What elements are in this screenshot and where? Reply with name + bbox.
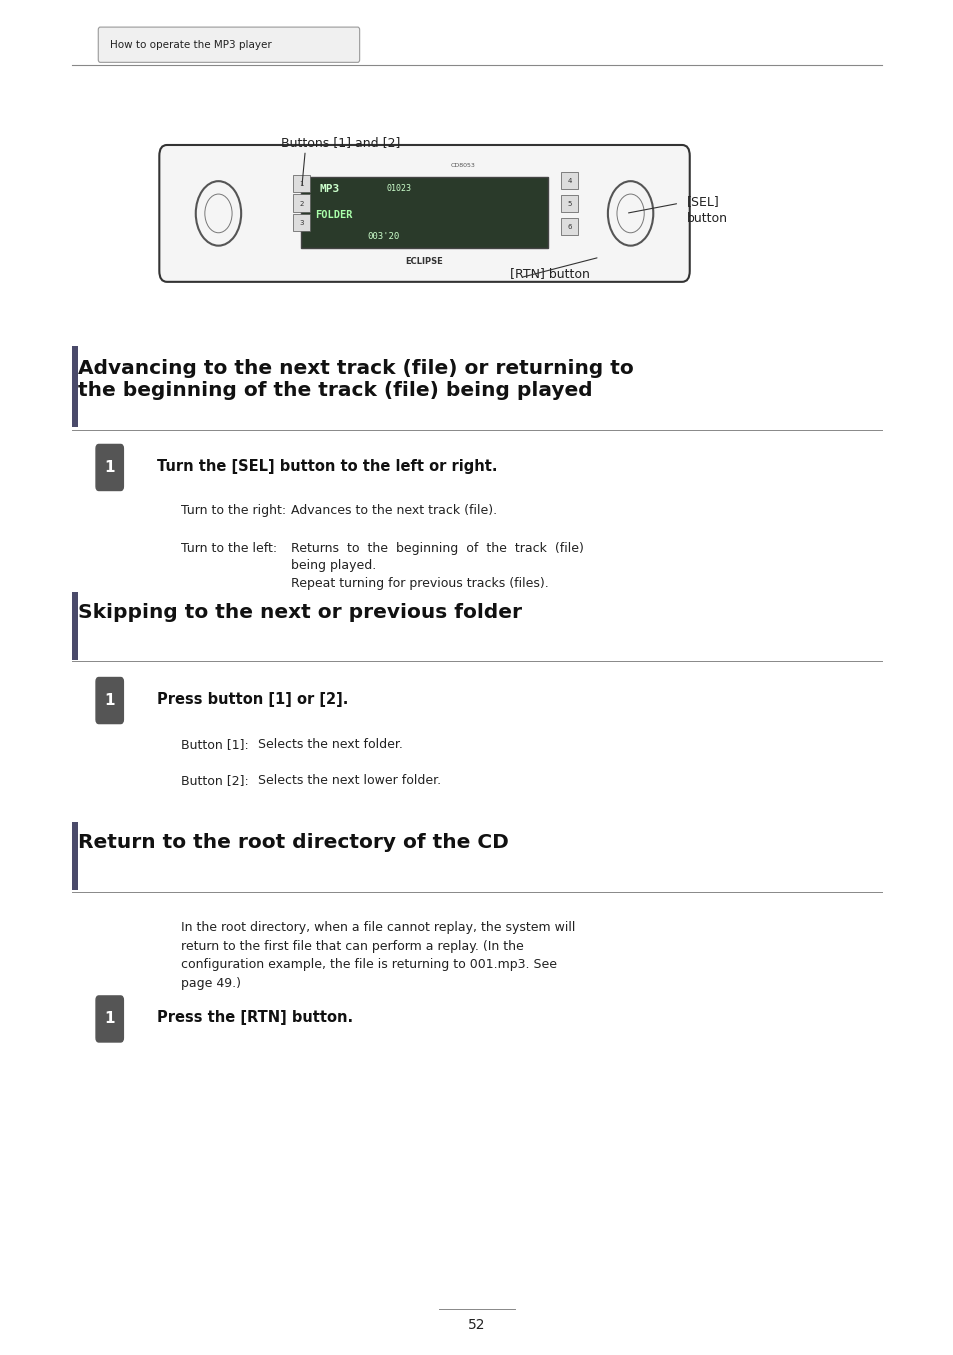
Text: Press button [1] or [2].: Press button [1] or [2]. <box>157 691 349 707</box>
Text: 1: 1 <box>104 692 115 709</box>
FancyBboxPatch shape <box>96 444 123 491</box>
Text: 4: 4 <box>567 178 571 183</box>
Text: Turn to the right:: Turn to the right: <box>181 504 286 518</box>
Bar <box>293 175 310 192</box>
Text: Turn the [SEL] button to the left or right.: Turn the [SEL] button to the left or rig… <box>157 458 497 474</box>
Text: [SEL]
button: [SEL] button <box>686 195 727 225</box>
Text: Turn to the left:: Turn to the left: <box>181 542 277 556</box>
Text: [RTN] button: [RTN] button <box>510 267 590 280</box>
Text: 3: 3 <box>299 220 304 226</box>
Text: FOLDER: FOLDER <box>314 210 353 220</box>
Text: Button [1]:: Button [1]: <box>181 738 249 752</box>
Text: Advancing to the next track (file) or returning to
the beginning of the track (f: Advancing to the next track (file) or re… <box>78 359 634 400</box>
Text: 01023: 01023 <box>386 184 412 192</box>
FancyBboxPatch shape <box>159 145 689 282</box>
Text: 5: 5 <box>567 201 571 206</box>
Bar <box>293 194 310 211</box>
Text: Selects the next lower folder.: Selects the next lower folder. <box>257 774 440 787</box>
Text: MP3: MP3 <box>319 184 340 194</box>
Text: 6: 6 <box>567 224 571 229</box>
Bar <box>71 822 78 890</box>
FancyBboxPatch shape <box>96 678 123 724</box>
Text: 1: 1 <box>299 182 304 187</box>
Text: 2: 2 <box>299 201 304 206</box>
Text: ECLIPSE: ECLIPSE <box>405 257 443 267</box>
Text: Return to the root directory of the CD: Return to the root directory of the CD <box>78 833 509 852</box>
Bar <box>293 214 310 232</box>
FancyBboxPatch shape <box>98 27 359 62</box>
Text: 52: 52 <box>468 1318 485 1332</box>
Text: How to operate the MP3 player: How to operate the MP3 player <box>110 39 272 50</box>
Text: Button [2]:: Button [2]: <box>181 774 249 787</box>
Bar <box>71 592 78 660</box>
FancyBboxPatch shape <box>96 996 123 1042</box>
Text: Returns  to  the  beginning  of  the  track  (file)
being played.
Repeat turning: Returns to the beginning of the track (f… <box>291 542 583 589</box>
Text: 1: 1 <box>104 1011 115 1027</box>
Text: In the root directory, when a file cannot replay, the system will
return to the : In the root directory, when a file canno… <box>181 921 575 991</box>
Text: Advances to the next track (file).: Advances to the next track (file). <box>291 504 497 518</box>
Text: Selects the next folder.: Selects the next folder. <box>257 738 402 752</box>
Bar <box>560 218 578 234</box>
Bar <box>560 172 578 188</box>
Text: Buttons [1] and [2]: Buttons [1] and [2] <box>281 136 400 149</box>
Text: CD8053: CD8053 <box>450 163 475 168</box>
Text: 1: 1 <box>104 459 115 476</box>
Bar <box>560 195 578 211</box>
Bar <box>71 346 78 427</box>
Bar <box>300 176 548 248</box>
Text: Press the [RTN] button.: Press the [RTN] button. <box>157 1009 354 1026</box>
Text: 003'20: 003'20 <box>367 233 399 241</box>
Text: Skipping to the next or previous folder: Skipping to the next or previous folder <box>78 603 521 622</box>
